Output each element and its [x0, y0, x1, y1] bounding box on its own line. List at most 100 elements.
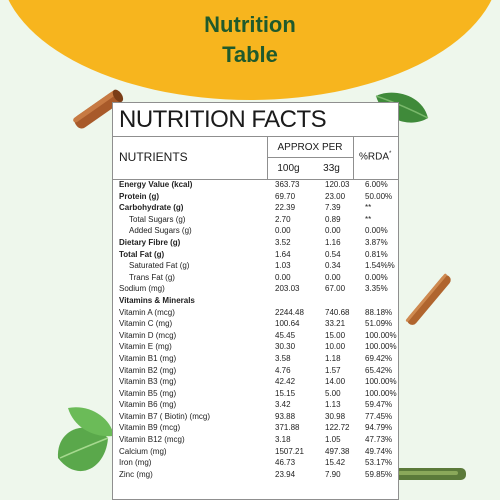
nutrient-name: Trans Fat (g) — [129, 272, 175, 282]
value-per-100g: 100.64 — [275, 319, 300, 329]
value-per-33g: 30.98 — [325, 411, 346, 421]
approx-per-header: APPROX PER — [277, 142, 343, 153]
per-100g-header: 100g — [277, 163, 300, 174]
value-per-100g: 1.64 — [275, 249, 291, 259]
table-row: Vitamin D (mcg) 45.45 15.00 100.00% — [113, 330, 398, 342]
leaf-icon — [57, 407, 114, 472]
rda-percent: ** — [365, 214, 372, 224]
table-row: Protein (g) 69.70 23.00 50.00% — [113, 191, 398, 203]
table-header: NUTRIENTS APPROX PER 100g 33g %RDA* — [113, 137, 398, 180]
nutrient-name: Vitamin B1 (mg) — [119, 353, 177, 363]
value-per-33g: 740.68 — [325, 307, 350, 317]
nutrient-name: Energy Value (kcal) — [119, 180, 193, 189]
nutrition-facts-title: NUTRITION FACTS — [113, 103, 398, 137]
value-per-33g: 33.21 — [325, 319, 346, 329]
rda-percent: 53.17% — [365, 458, 393, 468]
table-row: Calcium (mg) 1507.21 497.38 49.74% — [113, 446, 398, 458]
value-per-100g: 3.42 — [275, 400, 291, 410]
rda-percent: 6.00% — [365, 180, 388, 189]
value-per-33g: 122.72 — [325, 423, 350, 433]
value-per-33g: 7.90 — [325, 469, 341, 479]
column-divider — [353, 137, 354, 179]
nutrient-name: Vitamins & Minerals — [119, 295, 195, 305]
table-row: Sodium (mg) 203.03 67.00 3.35% — [113, 283, 398, 295]
value-per-33g: 1.57 — [325, 365, 341, 375]
nutrient-name: Calcium (mg) — [119, 446, 167, 456]
nutrient-name: Vitamin C (mg) — [119, 319, 173, 329]
value-per-100g: 45.45 — [275, 330, 296, 340]
table-row: Vitamin B7 ( Biotin) (mcg) 93.88 30.98 77.4… — [113, 411, 398, 423]
nutrient-name: Protein (g) — [119, 191, 159, 201]
rda-percent: ** — [365, 203, 372, 213]
table-row: Vitamin C (mg) 100.64 33.21 51.09% — [113, 318, 398, 330]
nutrient-name: Vitamin B7 ( Biotin) (mcg) — [119, 411, 210, 421]
value-per-33g: 15.00 — [325, 330, 346, 340]
value-per-100g: 0.00 — [275, 272, 291, 282]
nutrient-name: Vitamin D (mcg) — [119, 330, 177, 340]
value-per-100g: 1.03 — [275, 261, 291, 271]
nutrient-name: Carbohydrate (g) — [119, 203, 184, 213]
value-per-100g: 30.30 — [275, 342, 296, 352]
rda-percent: 100.00% — [365, 330, 397, 340]
rda-percent: 69.42% — [365, 353, 393, 363]
rda-percent: 100.00% — [365, 388, 397, 398]
value-per-33g: 0.54 — [325, 249, 341, 259]
header-divider — [267, 157, 353, 158]
rda-percent: 49.74% — [365, 446, 393, 456]
table-row: Zinc (mg) 23.94 7.90 59.85% — [113, 469, 398, 481]
rda-percent: 0.00% — [365, 272, 388, 282]
table-row: Energy Value (kcal) 363.73 120.03 6.00% — [113, 179, 398, 191]
nutrients-column-header: NUTRIENTS — [119, 150, 188, 164]
value-per-33g: 67.00 — [325, 284, 346, 294]
per-33g-header: 33g — [323, 163, 340, 174]
rda-percent: 0.81% — [365, 249, 388, 259]
nutrient-name: Vitamin A (mcg) — [119, 307, 175, 317]
value-per-100g: 0.00 — [275, 226, 291, 236]
cinnamon-stick-icon — [405, 273, 451, 325]
herb-sprig-icon — [394, 468, 466, 480]
table-row: Saturated Fat (g) 1.03 0.34 1.54%% — [113, 260, 398, 272]
nutrient-name: Saturated Fat (g) — [129, 261, 190, 271]
value-per-33g: 0.34 — [325, 261, 341, 271]
table-row: Vitamin B3 (mg) 42.42 14.00 100.00% — [113, 376, 398, 388]
rda-percent: 88.18% — [365, 307, 393, 317]
rda-percent: 59.85% — [365, 469, 393, 479]
value-per-33g: 23.00 — [325, 191, 346, 201]
nutrient-rows: Energy Value (kcal) 363.73 120.03 6.00% Prot… — [113, 179, 398, 480]
table-row: Added Sugars (g) 0.00 0.00 0.00% — [113, 225, 398, 237]
rda-percent: 94.79% — [365, 423, 393, 433]
value-per-33g: 1.16 — [325, 237, 341, 247]
value-per-100g: 3.18 — [275, 435, 291, 445]
value-per-33g: 10.00 — [325, 342, 346, 352]
nutrient-name: Vitamin B3 (mg) — [119, 377, 177, 387]
value-per-100g: 42.42 — [275, 377, 296, 387]
nutrient-name: Vitamin B5 (mg) — [119, 388, 177, 398]
value-per-100g: 23.94 — [275, 469, 296, 479]
nutrient-name: Vitamin B12 (mcg) — [119, 435, 185, 445]
table-row: Vitamins & Minerals — [113, 295, 398, 307]
value-per-33g: 1.05 — [325, 435, 341, 445]
value-per-33g: 0.00 — [325, 226, 341, 236]
page-title: Nutrition Table — [0, 10, 500, 70]
nutrient-name: Iron (mg) — [119, 458, 152, 468]
table-row: Carbohydrate (g) 22.39 7.39 ** — [113, 202, 398, 214]
table-row: Vitamin A (mcg) 2244.48 740.68 88.18% — [113, 307, 398, 319]
cinnamon-stick-icon — [73, 89, 124, 129]
rda-percent: 3.87% — [365, 237, 388, 247]
rda-percent: 47.73% — [365, 435, 393, 445]
table-row: Vitamin B12 (mcg) 3.18 1.05 47.73% — [113, 434, 398, 446]
rda-percent: 0.00% — [365, 226, 388, 236]
table-row: Total Sugars (g) 2.70 0.89 ** — [113, 214, 398, 226]
nutrient-name: Total Fat (g) — [119, 249, 165, 259]
nutrient-name: Vitamin B2 (mg) — [119, 365, 177, 375]
rda-percent: 77.45% — [365, 411, 393, 421]
value-per-100g: 22.39 — [275, 203, 296, 213]
table-row: Vitamin B1 (mg) 3.58 1.18 69.42% — [113, 353, 398, 365]
rda-percent: 50.00% — [365, 191, 393, 201]
value-per-33g: 15.42 — [325, 458, 346, 468]
page-title-line2: Table — [222, 42, 278, 67]
column-divider — [267, 137, 268, 179]
nutrient-name: Zinc (mg) — [119, 469, 153, 479]
value-per-100g: 2244.48 — [275, 307, 304, 317]
value-per-100g: 2.70 — [275, 214, 291, 224]
